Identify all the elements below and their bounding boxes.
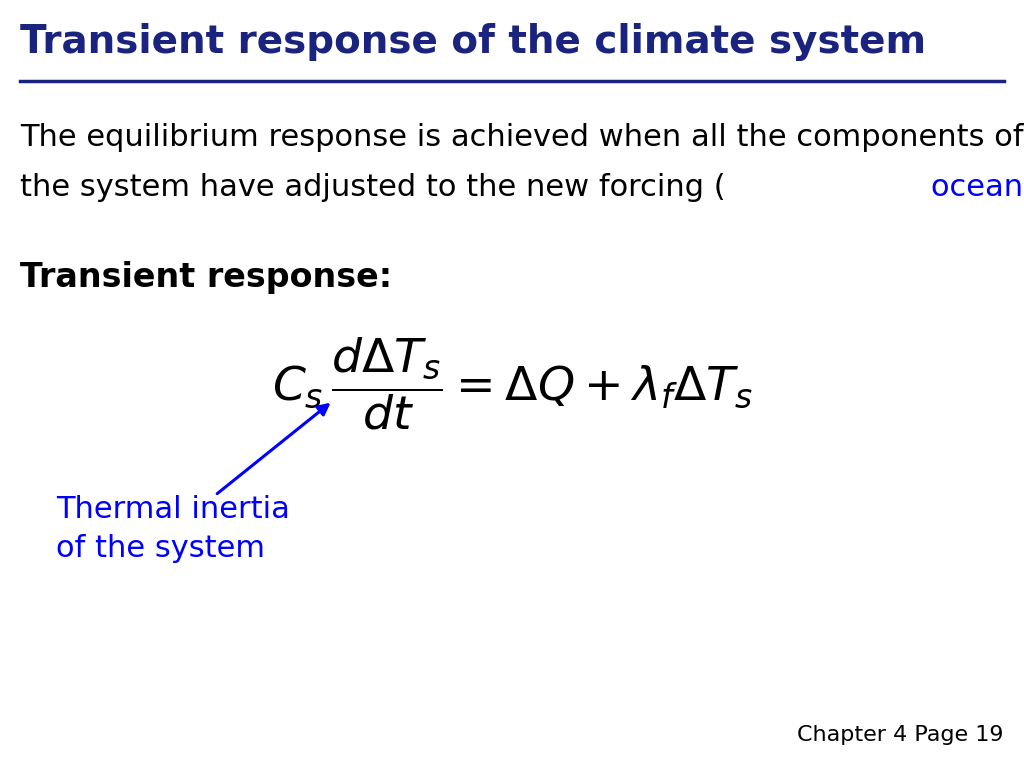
- Text: the system have adjusted to the new forcing (: the system have adjusted to the new forc…: [20, 173, 726, 202]
- Text: Chapter 4 Page 19: Chapter 4 Page 19: [797, 725, 1004, 745]
- Text: Thermal inertia
of the system: Thermal inertia of the system: [56, 495, 290, 562]
- Text: Transient response of the climate system: Transient response of the climate system: [20, 23, 927, 61]
- Text: The equilibrium response is achieved when all the components of: The equilibrium response is achieved whe…: [20, 123, 1024, 152]
- Text: Transient response:: Transient response:: [20, 261, 392, 294]
- Text: $C_s \, \dfrac{d\Delta T_s}{dt} = \Delta Q + \lambda_f \Delta T_s$: $C_s \, \dfrac{d\Delta T_s}{dt} = \Delta…: [271, 336, 753, 432]
- Text: ocean heat uptake: ocean heat uptake: [931, 173, 1024, 202]
